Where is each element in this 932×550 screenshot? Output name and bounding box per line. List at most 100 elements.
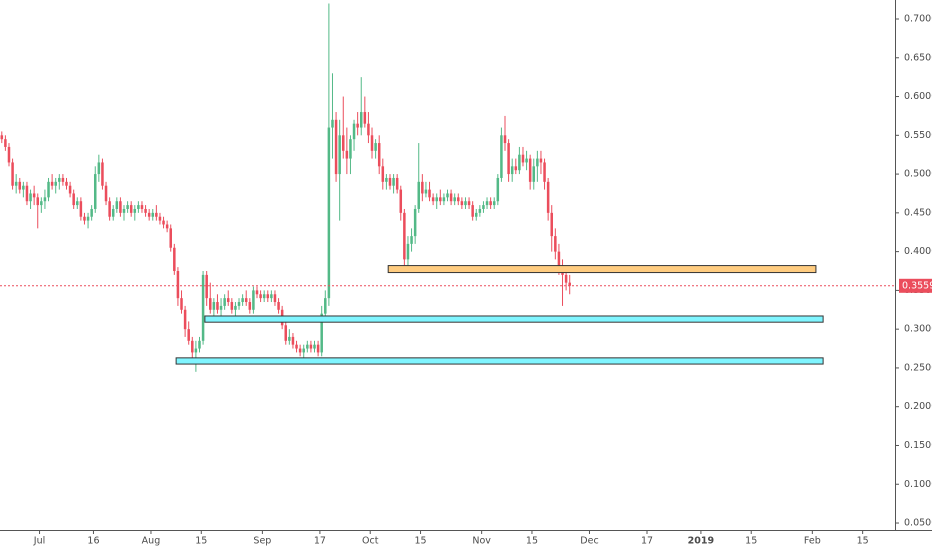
candle-body — [532, 166, 536, 182]
candle-body — [550, 212, 553, 237]
candle-body — [525, 158, 528, 163]
candle-body — [352, 123, 356, 140]
candle-body — [320, 313, 323, 353]
candle-body — [111, 208, 115, 217]
y-tick-label: 0.60000 — [904, 91, 932, 102]
candle-body — [209, 298, 212, 310]
candle-body — [385, 177, 388, 182]
candle-body — [510, 166, 514, 175]
y-tick-label: 0.65000 — [904, 52, 932, 63]
candle-body — [40, 201, 43, 206]
candle-body — [496, 177, 500, 202]
candle-body — [273, 294, 277, 303]
candle-body — [194, 348, 198, 353]
candle-body — [119, 201, 122, 213]
candle-body — [7, 146, 11, 163]
candle-body — [180, 298, 183, 310]
candle-body — [165, 224, 169, 229]
y-tick-label: 0.55000 — [904, 130, 932, 141]
candle-body — [554, 236, 557, 252]
y-tick-label: 0.70000 — [904, 13, 932, 24]
candle-body — [173, 247, 176, 272]
candle-body — [467, 201, 471, 206]
candle-body — [453, 197, 456, 202]
candle-body — [424, 189, 428, 194]
candle-body — [485, 201, 489, 206]
candle-body — [291, 336, 295, 345]
candle-body — [22, 185, 25, 190]
last-price-box — [899, 278, 932, 293]
candle-body — [327, 127, 331, 299]
candle-body — [169, 228, 172, 248]
candle-body — [43, 197, 47, 202]
y-tick-label: 0.45000 — [904, 207, 932, 218]
x-tick-label: Jul — [33, 536, 45, 547]
candle-body — [93, 174, 97, 209]
candle-body — [58, 177, 61, 182]
candle-body — [377, 143, 381, 167]
candle-body — [115, 201, 119, 209]
x-tick-label: 2019 — [688, 536, 714, 547]
x-tick-label: 17 — [641, 536, 653, 547]
candle-body — [442, 197, 446, 202]
candle-body — [97, 162, 101, 175]
candle-body — [47, 181, 50, 198]
y-tick-label: 0.30000 — [904, 324, 932, 335]
x-tick-label: 15 — [414, 536, 426, 547]
candle-body — [543, 162, 546, 182]
candle-body — [399, 189, 403, 213]
candle-body — [230, 302, 234, 310]
x-tick-label: 16 — [87, 536, 99, 547]
candle-body — [313, 344, 316, 349]
candle-body — [68, 185, 72, 194]
candle-body — [129, 205, 133, 213]
x-tick-label: 17 — [314, 536, 326, 547]
candle-body — [14, 181, 18, 186]
candle-body — [439, 197, 442, 202]
candle-body — [316, 344, 320, 353]
x-tick-label: Nov — [472, 536, 491, 547]
candle-body — [212, 302, 216, 310]
candle-body — [507, 143, 510, 175]
candle-body — [252, 290, 255, 310]
candle-body — [489, 201, 492, 206]
y-tick-label: 0.05000 — [904, 518, 932, 529]
candle-body — [460, 201, 464, 206]
candle-body — [457, 197, 460, 202]
candle-body — [4, 139, 7, 147]
candle-body — [342, 135, 345, 151]
candle-body — [76, 201, 79, 206]
candle-body — [349, 139, 352, 159]
candle-body — [201, 274, 205, 341]
price-zone — [175, 357, 824, 365]
candle-body — [564, 274, 568, 283]
candle-body — [101, 162, 104, 186]
candle-body — [144, 208, 147, 213]
candle-body — [435, 197, 438, 202]
x-tick-label: 15 — [526, 536, 538, 547]
candle-body — [492, 201, 496, 206]
x-tick-label: Aug — [142, 536, 161, 547]
candle-body — [270, 294, 273, 299]
candle-body — [528, 158, 532, 182]
candle-body — [83, 216, 86, 221]
y-tick-label: 0.20000 — [904, 401, 932, 412]
candle-body — [306, 344, 309, 349]
candle-body — [546, 181, 550, 213]
candle-body — [36, 197, 39, 206]
candle-body — [54, 181, 57, 186]
candle-body — [11, 162, 14, 186]
x-tick-label: Feb — [804, 536, 821, 547]
candle-body — [226, 298, 230, 303]
candle-body — [446, 193, 449, 198]
x-tick-label: Dec — [580, 536, 598, 547]
candle-body — [219, 305, 223, 310]
candle-body — [395, 177, 399, 190]
candle-body — [234, 305, 237, 310]
candle-body — [216, 302, 219, 310]
x-tick-label: 15 — [857, 536, 869, 547]
x-tick-label: Sep — [253, 536, 271, 547]
candle-body — [381, 166, 385, 182]
candle-body — [122, 208, 126, 213]
